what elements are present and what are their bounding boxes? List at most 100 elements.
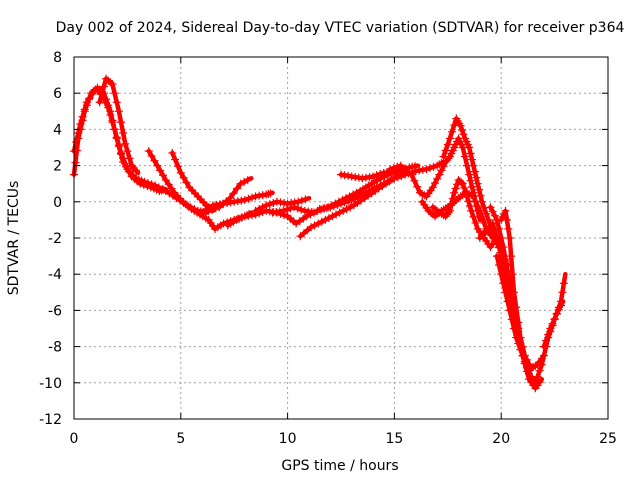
data-point-marker xyxy=(361,173,370,182)
data-point-marker xyxy=(97,90,106,99)
data-point-marker xyxy=(477,197,486,206)
data-point-marker xyxy=(558,288,567,297)
data-point-marker xyxy=(450,188,459,197)
data-point-marker xyxy=(507,252,516,261)
data-point-marker xyxy=(464,197,473,206)
data-point-marker xyxy=(244,211,253,220)
data-point-marker xyxy=(524,366,533,375)
data-point-marker xyxy=(411,162,420,171)
data-point-marker xyxy=(480,218,489,227)
data-point-marker xyxy=(171,155,180,164)
y-tick-label: 6 xyxy=(53,86,62,102)
data-point-marker xyxy=(104,103,113,112)
data-point-marker xyxy=(499,279,508,288)
data-point-marker xyxy=(503,297,512,306)
y-tick-label: 8 xyxy=(53,50,62,66)
data-point-marker xyxy=(114,141,123,150)
x-tick-label: 15 xyxy=(385,431,403,447)
data-point-marker xyxy=(467,206,476,215)
data-point-marker xyxy=(386,176,395,185)
data-point-marker xyxy=(268,208,277,217)
data-point-marker xyxy=(230,197,239,206)
data-point-marker xyxy=(307,223,316,232)
y-tick-label: -4 xyxy=(48,267,62,283)
data-point-marker xyxy=(437,166,446,175)
data-point-marker xyxy=(429,162,438,171)
data-point-marker xyxy=(346,203,355,212)
data-point-marker xyxy=(518,342,527,351)
data-point-marker xyxy=(468,155,477,164)
data-point-marker xyxy=(488,219,497,228)
data-point-marker xyxy=(407,170,416,179)
data-point-marker xyxy=(430,179,439,188)
data-point-marker xyxy=(255,191,264,200)
data-point-marker xyxy=(339,206,348,215)
data-point-marker xyxy=(102,98,111,107)
data-point-marker xyxy=(372,171,381,180)
data-point-marker xyxy=(495,224,504,233)
axes: 0 5 10 15 20 25 -12 -10 -8 -6 -4 -2 0 2 4 6 8 xyxy=(39,50,617,447)
data-point-marker xyxy=(306,210,315,219)
data-point-marker xyxy=(329,202,338,211)
data-point-marker xyxy=(460,152,469,161)
data-point-marker xyxy=(179,173,188,182)
y-tick-label: -2 xyxy=(48,231,62,247)
data-point-marker xyxy=(123,147,132,156)
data-point-marker xyxy=(74,129,83,138)
data-point-marker xyxy=(240,177,249,186)
data-point-marker xyxy=(439,152,448,161)
y-tick-label: 2 xyxy=(53,159,62,175)
data-point-marker xyxy=(559,279,568,288)
y-tick-label: -12 xyxy=(39,412,62,428)
data-point-marker xyxy=(208,205,217,214)
data-point-marker xyxy=(108,118,117,127)
data-point-marker xyxy=(326,203,335,212)
data-point-marker xyxy=(225,194,234,203)
data-point-marker xyxy=(379,179,388,188)
data-point-marker xyxy=(275,207,284,216)
data-point-marker xyxy=(161,176,170,185)
data-point-marker xyxy=(469,212,478,221)
data-point-marker xyxy=(542,336,551,345)
data-point-marker xyxy=(301,195,310,204)
data-point-marker xyxy=(244,194,253,203)
data-point-marker xyxy=(272,208,281,217)
data-point-marker xyxy=(233,197,242,206)
data-point-marker xyxy=(276,198,285,207)
data-point-marker xyxy=(544,330,553,339)
data-point-marker xyxy=(159,171,167,180)
data-point-marker xyxy=(557,301,566,310)
data-point-marker xyxy=(413,182,422,191)
data-point-marker xyxy=(445,206,454,215)
data-point-marker xyxy=(310,221,319,230)
data-point-marker xyxy=(173,162,182,171)
data-point-marker xyxy=(458,126,467,135)
data-point-marker xyxy=(459,130,468,139)
data-point-marker xyxy=(554,305,563,314)
data-point-marker xyxy=(280,199,289,208)
data-point-marker xyxy=(458,179,467,188)
data-point-marker xyxy=(550,314,559,323)
data-point-marker xyxy=(426,164,434,173)
data-point-marker xyxy=(300,206,309,215)
data-point-marker xyxy=(158,185,167,194)
data-point-marker xyxy=(497,234,506,242)
data-point-marker xyxy=(110,125,119,134)
data-point-marker xyxy=(522,360,531,369)
data-point-marker xyxy=(472,173,481,182)
data-point-marker xyxy=(144,179,153,188)
data-point-marker xyxy=(473,202,482,211)
data-point-marker xyxy=(154,183,163,192)
data-point-marker xyxy=(156,166,165,175)
satellite-track-23-markers xyxy=(539,301,566,351)
data-point-marker xyxy=(116,148,125,157)
data-point-marker xyxy=(361,188,370,197)
data-point-marker xyxy=(448,127,457,136)
data-point-marker xyxy=(505,306,514,315)
data-point-marker xyxy=(448,194,457,203)
x-tick-label: 0 xyxy=(70,431,79,447)
data-point-marker xyxy=(255,205,264,214)
data-point-marker xyxy=(344,197,353,206)
data-point-marker xyxy=(319,204,328,213)
data-point-marker xyxy=(443,140,452,149)
